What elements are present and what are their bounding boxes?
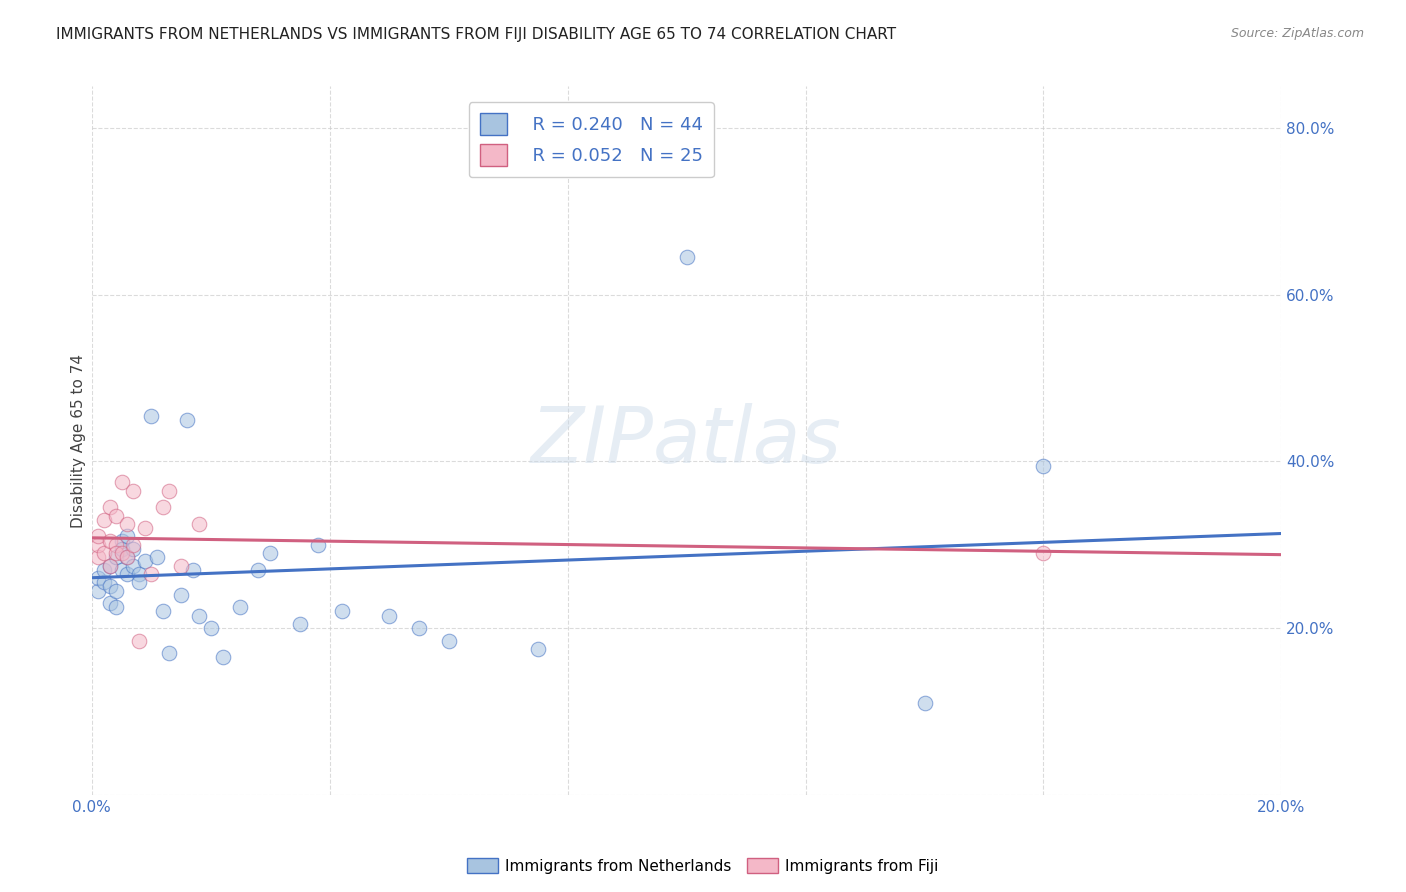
Point bbox=[98, 558, 121, 573]
Point bbox=[134, 521, 156, 535]
Point bbox=[122, 541, 145, 556]
Point bbox=[117, 566, 139, 581]
Point bbox=[181, 563, 204, 577]
Point bbox=[98, 533, 121, 548]
Point bbox=[259, 546, 281, 560]
Point bbox=[141, 409, 163, 423]
Point bbox=[187, 608, 209, 623]
Point bbox=[1032, 458, 1054, 473]
Point bbox=[170, 558, 193, 573]
Point bbox=[122, 483, 145, 498]
Point bbox=[170, 588, 193, 602]
Point bbox=[117, 516, 139, 531]
Point bbox=[914, 696, 936, 710]
Point bbox=[247, 563, 270, 577]
Point bbox=[104, 550, 127, 565]
Point bbox=[98, 579, 121, 593]
Point bbox=[408, 621, 430, 635]
Point bbox=[104, 600, 127, 615]
Point bbox=[229, 600, 252, 615]
Point bbox=[211, 650, 233, 665]
Point bbox=[110, 546, 132, 560]
Point bbox=[134, 554, 156, 568]
Point bbox=[146, 550, 169, 565]
Y-axis label: Disability Age 65 to 74: Disability Age 65 to 74 bbox=[72, 353, 86, 527]
Text: IMMIGRANTS FROM NETHERLANDS VS IMMIGRANTS FROM FIJI DISABILITY AGE 65 TO 74 CORR: IMMIGRANTS FROM NETHERLANDS VS IMMIGRANT… bbox=[56, 27, 897, 42]
Point bbox=[93, 513, 115, 527]
Point bbox=[141, 566, 163, 581]
Point bbox=[104, 583, 127, 598]
Point bbox=[157, 483, 180, 498]
Point bbox=[288, 616, 311, 631]
Point bbox=[307, 538, 329, 552]
Point bbox=[87, 583, 110, 598]
Point bbox=[87, 571, 110, 585]
Point bbox=[176, 413, 198, 427]
Point bbox=[104, 508, 127, 523]
Point bbox=[437, 633, 460, 648]
Point bbox=[378, 608, 401, 623]
Point bbox=[1032, 546, 1054, 560]
Legend: Immigrants from Netherlands, Immigrants from Fiji: Immigrants from Netherlands, Immigrants … bbox=[461, 852, 945, 880]
Point bbox=[527, 641, 550, 656]
Point bbox=[117, 529, 139, 543]
Point bbox=[117, 550, 139, 565]
Point bbox=[87, 529, 110, 543]
Point bbox=[87, 538, 110, 552]
Point bbox=[98, 558, 121, 573]
Point bbox=[675, 250, 697, 264]
Point bbox=[187, 516, 209, 531]
Point bbox=[87, 550, 110, 565]
Point bbox=[128, 633, 150, 648]
Point bbox=[93, 575, 115, 590]
Point bbox=[330, 604, 353, 618]
Point bbox=[152, 500, 174, 515]
Point bbox=[93, 563, 115, 577]
Point bbox=[110, 563, 132, 577]
Point bbox=[122, 558, 145, 573]
Point bbox=[104, 538, 127, 552]
Point bbox=[157, 646, 180, 660]
Point bbox=[128, 566, 150, 581]
Point bbox=[122, 538, 145, 552]
Text: ZIPatlas: ZIPatlas bbox=[531, 402, 842, 478]
Point bbox=[117, 550, 139, 565]
Point bbox=[110, 541, 132, 556]
Point bbox=[98, 500, 121, 515]
Point bbox=[104, 546, 127, 560]
Legend:   R = 0.240   N = 44,   R = 0.052   N = 25: R = 0.240 N = 44, R = 0.052 N = 25 bbox=[468, 103, 714, 178]
Point bbox=[93, 546, 115, 560]
Point bbox=[200, 621, 222, 635]
Point bbox=[98, 596, 121, 610]
Point bbox=[152, 604, 174, 618]
Point bbox=[110, 475, 132, 490]
Point bbox=[110, 533, 132, 548]
Point bbox=[128, 575, 150, 590]
Text: Source: ZipAtlas.com: Source: ZipAtlas.com bbox=[1230, 27, 1364, 40]
